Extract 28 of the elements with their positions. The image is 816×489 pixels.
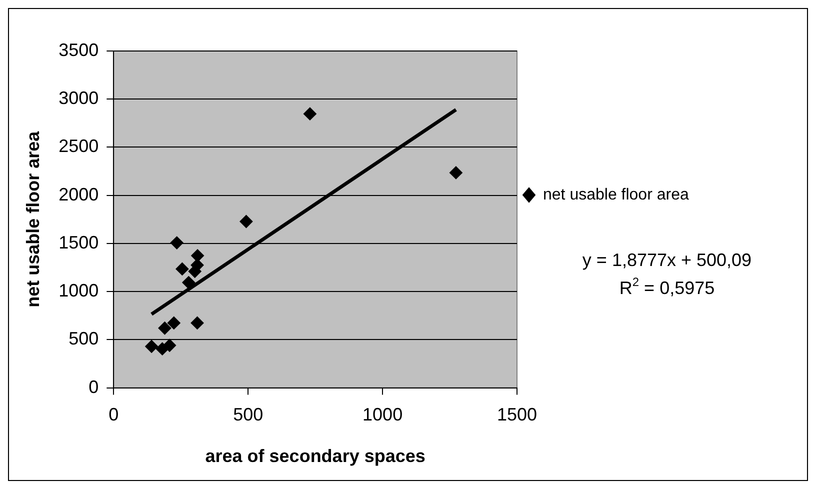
y-tick-label: 3000 [58,88,99,108]
point [182,276,196,290]
point [145,340,158,353]
point [176,262,189,276]
point [449,166,462,180]
point [240,215,253,228]
y-tick-label: 0 [88,376,99,397]
x-tick-label: 500 [233,404,264,425]
y-tick-label: 2000 [58,184,99,204]
y-tick-label: 3500 [58,40,99,60]
x-tick-label: 1000 [362,404,403,425]
y-tick-label: 2500 [58,136,99,156]
point [163,338,176,352]
x-axis-title: area of secondary spaces [205,446,426,466]
legend-label: net usable floor area [543,186,689,204]
point [190,316,204,330]
point [191,249,204,262]
y-axis-title: net usable floor area [22,130,43,308]
y-tick-label: 1000 [58,280,99,301]
x-tick-label: 1500 [496,404,538,425]
point [158,322,172,335]
text: y = 1,8777x + 500,09 [582,250,752,270]
point [303,107,316,120]
y-tick-label: 1500 [58,232,99,252]
x-tick-label: 0 [108,404,119,425]
y-tick-label: 500 [68,328,99,349]
point [170,236,184,250]
point [167,316,180,330]
